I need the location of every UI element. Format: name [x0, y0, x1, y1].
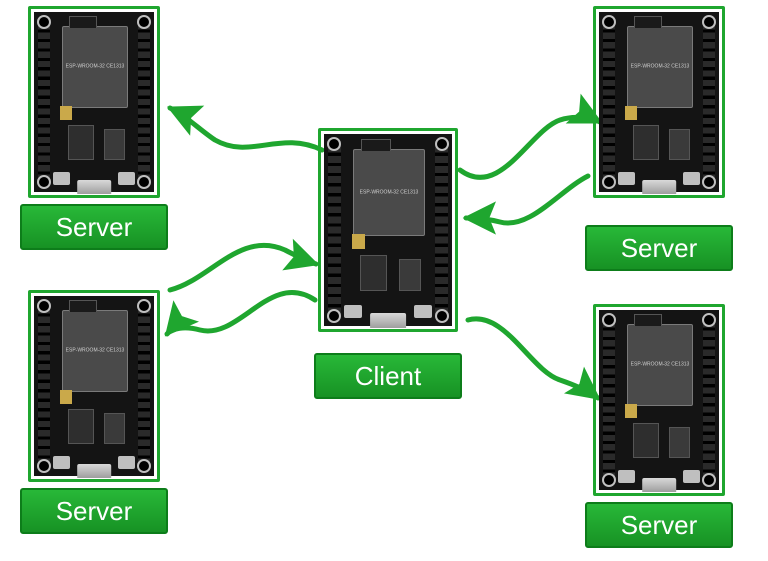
en-button-icon: [53, 456, 70, 469]
en-button-icon: [618, 172, 635, 185]
server-label-bl: Server: [20, 488, 168, 534]
board-tr: ESP-WROOM-32 CE1313: [593, 6, 725, 198]
module-label: ESP-WROOM-32 CE1313: [631, 64, 690, 70]
boot-button-icon: [118, 172, 135, 185]
server-label-tl: Server: [20, 204, 168, 250]
arrow-bl-to-center: [170, 245, 316, 290]
arrow-center-to-tl: [170, 108, 322, 150]
usb-connector-icon: [370, 313, 406, 328]
en-button-icon: [53, 172, 70, 185]
arrow-center-to-br: [468, 319, 598, 398]
en-button-icon: [344, 305, 362, 318]
boot-button-icon: [683, 470, 700, 483]
boot-button-icon: [414, 305, 432, 318]
en-button-icon: [618, 470, 635, 483]
board-center: ESP-WROOM-32 CE1313: [318, 128, 458, 332]
server-label-br: Server: [585, 502, 733, 548]
board-tl: ESP-WROOM-32 CE1313: [28, 6, 160, 198]
arrow-center-to-tr: [460, 117, 600, 177]
diagram-stage: ESP-WROOM-32 CE1313 Server ESP-WROOM-32 CE…: [0, 0, 768, 561]
usb-connector-icon: [77, 464, 111, 478]
module-label: ESP-WROOM-32 CE1313: [66, 64, 125, 70]
module-label: ESP-WROOM-32 CE1313: [360, 190, 419, 196]
board-bl: ESP-WROOM-32 CE1313: [28, 290, 160, 482]
arrow-center-to-bl: [167, 292, 315, 334]
usb-connector-icon: [642, 478, 676, 492]
arrow-tr-to-center: [466, 176, 588, 223]
usb-connector-icon: [642, 180, 676, 194]
microcontroller-icon: ESP-WROOM-32 CE1313: [599, 12, 719, 192]
microcontroller-icon: ESP-WROOM-32 CE1313: [34, 296, 154, 476]
client-label-center: Client: [314, 353, 462, 399]
module-label: ESP-WROOM-32 CE1313: [66, 348, 125, 354]
microcontroller-icon: ESP-WROOM-32 CE1313: [599, 310, 719, 490]
boot-button-icon: [683, 172, 700, 185]
module-label: ESP-WROOM-32 CE1313: [631, 362, 690, 368]
microcontroller-icon: ESP-WROOM-32 CE1313: [324, 134, 452, 326]
microcontroller-icon: ESP-WROOM-32 CE1313: [34, 12, 154, 192]
board-br: ESP-WROOM-32 CE1313: [593, 304, 725, 496]
usb-connector-icon: [77, 180, 111, 194]
boot-button-icon: [118, 456, 135, 469]
server-label-tr: Server: [585, 225, 733, 271]
